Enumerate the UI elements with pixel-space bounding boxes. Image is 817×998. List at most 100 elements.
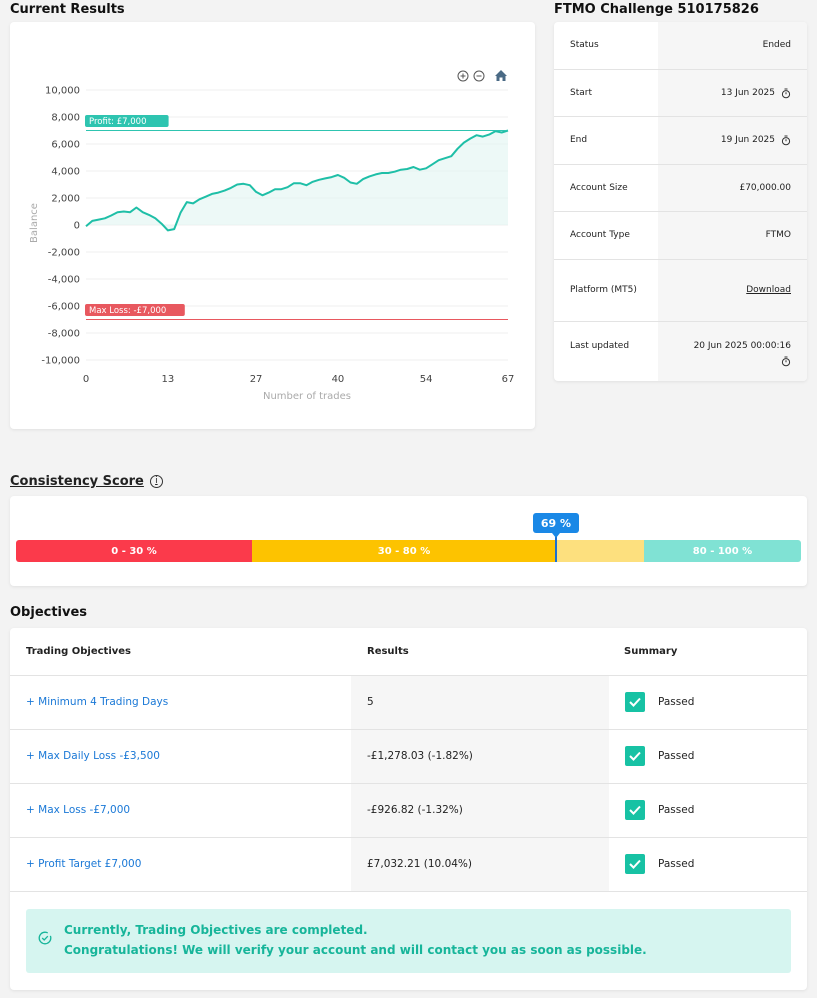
info-value-account-size: £70,000.00 — [739, 182, 791, 193]
objective-result: 5 — [367, 696, 374, 708]
y-tick-label: -8,000 — [48, 329, 80, 340]
objective-status: Passed — [658, 804, 695, 816]
info-value-last-updated: 20 Jun 2025 00:00:16 — [693, 341, 791, 351]
info-row-account-type: Account Type FTMO — [554, 212, 807, 260]
objective-row: + Max Daily Loss -£3,500 -£1,278.03 (-1.… — [10, 730, 807, 784]
score-badge-pointer — [552, 533, 560, 538]
info-label: Start — [570, 87, 592, 98]
consistency-score-label: Consistency Score — [10, 474, 144, 489]
info-row-status: Status Ended — [554, 22, 807, 70]
account-info-table: Status Ended Start 13 Jun 2025 End 19 Ju… — [554, 22, 807, 381]
x-tick-label: 54 — [420, 374, 433, 385]
success-message-line1: Currently, Trading Objectives are comple… — [64, 923, 368, 937]
checkmark-icon — [625, 692, 645, 712]
consistency-score-card: 0 - 30 % 30 - 80 % 80 - 100 % 69 % — [10, 496, 807, 586]
objective-name[interactable]: + Profit Target £7,000 — [26, 858, 142, 870]
x-tick-label: 0 — [83, 374, 89, 385]
y-tick-label: 8,000 — [51, 113, 80, 124]
max-loss-label-bg — [85, 304, 185, 316]
zoom-out-icon[interactable] — [473, 70, 485, 82]
y-tick-label: -6,000 — [48, 302, 80, 313]
objectives-title: Objectives — [10, 605, 88, 620]
profit-target-label-bg — [85, 115, 169, 127]
info-label: Account Type — [570, 230, 630, 240]
y-tick-label: 0 — [74, 221, 80, 232]
y-tick-label: -4,000 — [48, 275, 80, 286]
objective-name[interactable]: + Minimum 4 Trading Days — [26, 696, 169, 708]
objective-status: Passed — [658, 696, 695, 708]
x-tick-label: 27 — [250, 374, 263, 385]
objectives-header-row: Trading Objectives Results Summary — [10, 628, 807, 676]
max-loss-label: Max Loss: -£7,000 — [89, 306, 166, 316]
header-results: Results — [367, 646, 409, 657]
objective-name[interactable]: + Max Daily Loss -£3,500 — [26, 750, 160, 762]
x-tick-label: 40 — [332, 374, 345, 385]
balance-chart-card: 10,000 8,000 6,000 4,000 2,000 0 -2,000 -4,000 -… — [10, 22, 535, 429]
y-tick-label: 6,000 — [51, 140, 80, 151]
x-tick-label: 13 — [162, 374, 175, 385]
objective-name[interactable]: + Max Loss -£7,000 — [26, 804, 131, 816]
download-link[interactable]: Download — [746, 285, 791, 295]
checkmark-icon — [625, 746, 645, 766]
y-tick-label: 2,000 — [51, 194, 80, 205]
home-icon[interactable] — [495, 70, 507, 81]
info-label: Status — [570, 40, 599, 50]
check-circle-icon — [38, 931, 52, 945]
header-trading-objectives: Trading Objectives — [26, 646, 132, 657]
objective-row: + Minimum 4 Trading Days 5 Passed — [10, 676, 807, 730]
score-marker-line — [555, 536, 557, 562]
info-row-last-updated: Last updated 20 Jun 2025 00:00:16 — [554, 322, 807, 381]
info-value-start: 13 Jun 2025 — [720, 87, 775, 98]
objective-result: £7,032.21 (10.04%) — [367, 858, 473, 870]
balance-area — [86, 130, 508, 231]
segment-low: 0 - 30 % — [16, 540, 252, 562]
objective-result: -£1,278.03 (-1.82%) — [367, 750, 473, 762]
info-label: Account Size — [570, 182, 628, 193]
x-axis-title: Number of trades — [263, 391, 351, 402]
consistency-score-title[interactable]: Consistency Score i — [10, 474, 163, 489]
y-tick-label: -10,000 — [41, 356, 80, 367]
success-message: Currently, Trading Objectives are comple… — [26, 909, 791, 973]
segment-low-label: 0 - 30 % — [111, 545, 157, 557]
info-row-end: End 19 Jun 2025 — [554, 117, 807, 165]
objective-status: Passed — [658, 858, 695, 870]
y-tick-label: 10,000 — [45, 86, 80, 97]
info-label: Platform (MT5) — [570, 285, 637, 295]
info-row-platform: Platform (MT5) Download — [554, 260, 807, 322]
stopwatch-icon — [781, 88, 791, 98]
x-tick-label: 67 — [502, 374, 515, 385]
objective-row: + Max Loss -£7,000 -£926.82 (-1.32%) Pas… — [10, 784, 807, 838]
objectives-table: Trading Objectives Results Summary + Min… — [10, 628, 807, 990]
profit-target-label: Profit: £7,000 — [89, 117, 146, 127]
objective-row: + Profit Target £7,000 £7,032.21 (10.04%… — [10, 838, 807, 892]
account-title: FTMO Challenge 510175826 — [554, 2, 759, 17]
stopwatch-icon — [781, 135, 791, 146]
stopwatch-icon — [781, 356, 791, 367]
zoom-in-icon[interactable] — [457, 70, 469, 82]
segment-high-label: 80 - 100 % — [692, 545, 753, 557]
score-badge: 69 % — [533, 513, 579, 533]
y-tick-label: -2,000 — [48, 248, 80, 259]
objective-result: -£926.82 (-1.32%) — [367, 804, 463, 816]
info-label: End — [570, 135, 588, 145]
checkmark-icon — [625, 854, 645, 874]
balance-chart: 10,000 8,000 6,000 4,000 2,000 0 -2,000 -4,000 -… — [29, 70, 515, 402]
info-value-account-type: FTMO — [765, 230, 791, 240]
segment-mid-label: 30 - 80 % — [377, 545, 431, 557]
info-label: Last updated — [570, 341, 630, 351]
segment-mid: 30 - 80 % — [252, 540, 556, 562]
info-row-account-size: Account Size £70,000.00 — [554, 165, 807, 212]
info-row-start: Start 13 Jun 2025 — [554, 70, 807, 117]
info-icon[interactable]: i — [149, 475, 163, 488]
info-value-end: 19 Jun 2025 — [720, 135, 775, 145]
current-results-title: Current Results — [10, 2, 125, 17]
segment-mid-remaining — [556, 540, 644, 562]
y-axis-title: Balance — [29, 203, 40, 243]
checkmark-icon — [625, 800, 645, 820]
success-message-line2: Congratulations! We will verify your acc… — [64, 943, 647, 957]
header-summary: Summary — [624, 646, 678, 657]
objective-status: Passed — [658, 750, 695, 762]
y-tick-label: 4,000 — [51, 167, 80, 178]
balance-line — [85, 129, 509, 232]
info-value-status: Ended — [762, 40, 791, 50]
